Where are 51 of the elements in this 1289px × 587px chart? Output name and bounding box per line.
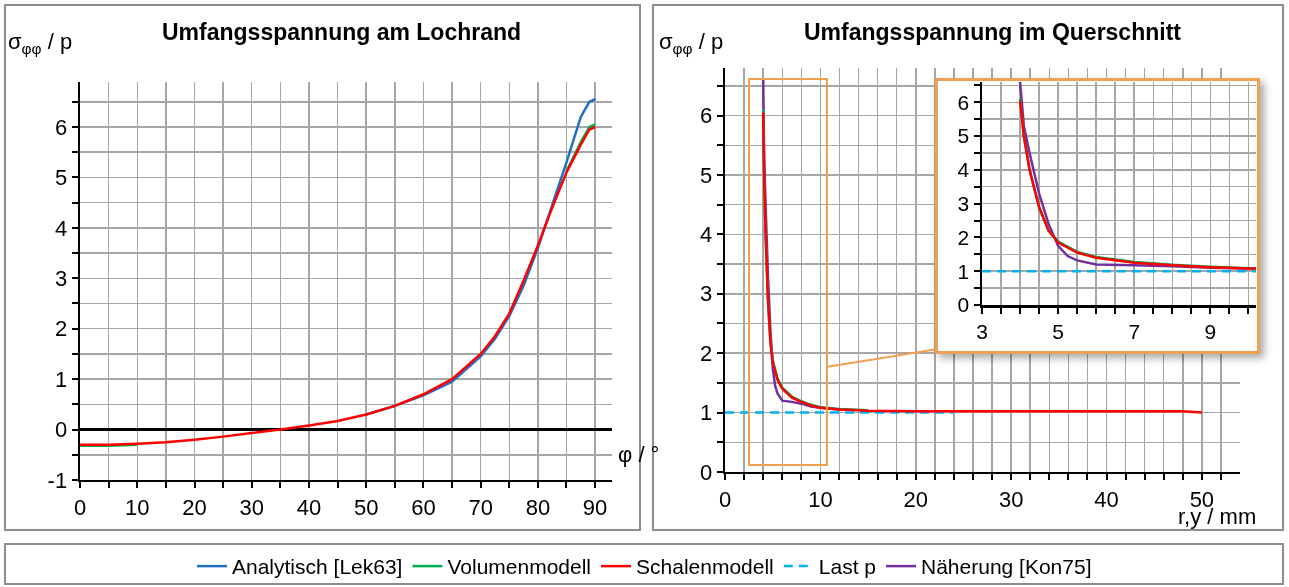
legend-label: Näherung [Kon75]: [921, 555, 1092, 579]
y-tick-label: 5: [54, 165, 68, 191]
y-tick-label: -1: [47, 467, 68, 493]
x-tick-label: 90: [582, 494, 608, 520]
legend-label: Schalenmodell: [636, 555, 774, 579]
legend-label: Last p: [818, 555, 877, 579]
x-tick-label: 80: [525, 494, 551, 520]
y-tick-label: 1: [699, 400, 713, 426]
x-tick-label: 70: [468, 494, 493, 520]
chart-title: Umfangsspannung am Lochrand: [162, 19, 522, 45]
x-tick-label: 0: [718, 486, 732, 512]
x-tick-label: 20: [903, 486, 929, 512]
x-tick-label: 40: [1094, 486, 1119, 512]
y-tick-label: 5: [957, 124, 970, 148]
y-tick-label: 0: [699, 459, 713, 485]
y-tick-label: 1: [54, 366, 68, 392]
y-tick-label: 2: [699, 340, 713, 366]
y-tick-label: 2: [54, 316, 68, 342]
x-tick-label: 5: [1052, 319, 1064, 343]
x-tick-label: 10: [125, 494, 150, 520]
x-tick-label: 9: [1204, 319, 1217, 343]
y-tick-label: 5: [699, 162, 713, 188]
x-tick-label: 7: [1128, 319, 1141, 343]
legend-label: Volumenmodell: [447, 555, 592, 579]
y-tick-label: 6: [54, 114, 68, 140]
x-tick-label: 60: [411, 494, 436, 520]
chart-title: Umfangsspannung im Querschnitt: [804, 19, 1182, 45]
y-axis-title: σ$_{φφ}$ / p: [8, 29, 73, 57]
x-tick-label: 0: [73, 494, 87, 520]
x-tick-label: 30: [239, 494, 264, 520]
y-tick-label: 3: [54, 265, 68, 291]
y-tick-label: 2: [957, 225, 970, 249]
legend-label: Analytisch [Lek63]: [232, 555, 403, 579]
x-tick-label: 40: [296, 494, 322, 520]
y-tick-label: 4: [957, 158, 970, 182]
x-axis-title: φ / °: [618, 442, 660, 467]
y-tick-label: 1: [957, 259, 970, 283]
x-tick-label: 10: [808, 486, 833, 512]
y-tick-label: 0: [957, 293, 970, 317]
y-tick-label: 4: [699, 222, 713, 248]
x-tick-label: 20: [182, 494, 207, 520]
y-axis-title: σ$_{φφ}$ / p: [659, 29, 724, 57]
y-tick-label: 3: [957, 191, 970, 215]
y-tick-label: 4: [54, 215, 68, 241]
x-tick-label: 30: [998, 486, 1024, 512]
y-tick-label: 6: [957, 90, 970, 114]
y-tick-label: 0: [54, 417, 68, 443]
y-tick-label: 3: [699, 281, 713, 307]
y-tick-label: 6: [699, 103, 713, 129]
x-tick-label: 3: [976, 319, 988, 343]
x-tick-label: 50: [353, 494, 379, 520]
